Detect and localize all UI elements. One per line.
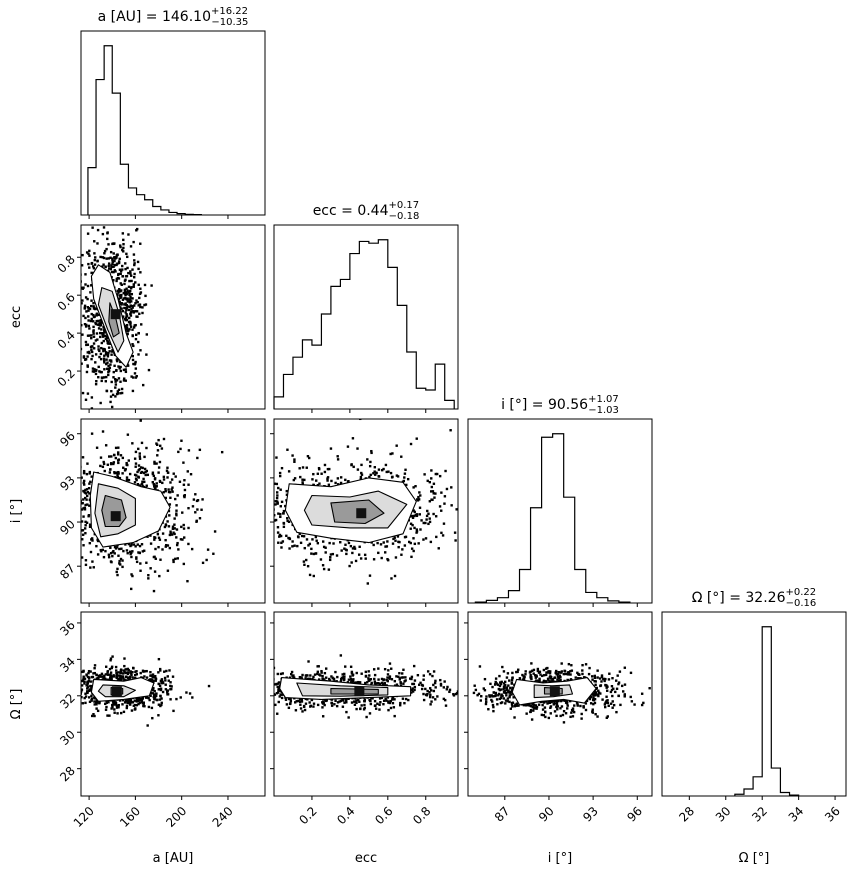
x-tick-label-omega: 30 (713, 804, 734, 825)
density-panel-i-omega (464, 611, 653, 800)
y-axis-label-ecc: ecc (9, 306, 24, 328)
x-tick-label-i: 87 (492, 804, 513, 825)
x-tick-label-a: 160 (117, 804, 143, 830)
y-tick-label-omega: 28 (57, 764, 78, 785)
panel-title-ecc: ecc = 0.44+0.17 −0.18 (313, 200, 420, 222)
y-tick-label-ecc: 0.2 (55, 366, 78, 389)
y-tick-label-i: 90 (57, 517, 78, 538)
axes-frame (273, 418, 459, 604)
panel-title-a: a [AU] = 146.10+16.22 −10.35 (98, 6, 249, 28)
x-tick-label-a: 240 (210, 804, 236, 830)
hist-panel-a: a [AU] = 146.10+16.22 −10.35 (80, 6, 266, 219)
x-tick-label-omega: 34 (786, 804, 807, 825)
density-panel-a-omega (77, 611, 266, 800)
axes-frame (467, 418, 653, 604)
density-panel-ecc-omega (270, 611, 459, 800)
axes-frame (80, 418, 266, 604)
hist-panel-omega: Ω [°] = 32.26+0.22 −0.16 (661, 587, 847, 800)
axes-frame (80, 611, 266, 797)
axes-frame (273, 611, 459, 797)
density-peak (110, 511, 121, 522)
hist-line-i (474, 433, 631, 603)
y-tick-label-omega: 32 (57, 691, 78, 712)
x-axis-label-i: i [°] (548, 851, 572, 866)
x-tick-label-i: 90 (536, 804, 557, 825)
x-tick-label-ecc: 0.6 (372, 804, 395, 827)
axes-frame (661, 611, 847, 797)
x-tick-label-omega: 32 (749, 804, 770, 825)
axes-frame (273, 224, 459, 410)
density-panel-ecc-i (270, 418, 459, 607)
x-axis-label-ecc: ecc (355, 851, 377, 866)
density-peak (111, 686, 122, 697)
y-tick-label-ecc: 0.8 (55, 252, 78, 275)
axes-frame (467, 611, 653, 797)
y-tick-label-omega: 30 (57, 727, 78, 748)
density-peak (549, 686, 560, 697)
x-tick-label-ecc: 0.2 (296, 804, 319, 827)
x-tick-label-ecc: 0.8 (410, 804, 433, 827)
density-peak (356, 508, 367, 519)
density-peak (354, 686, 365, 697)
y-tick-label-i: 87 (57, 561, 78, 582)
x-tick-label-omega: 28 (676, 804, 697, 825)
x-tick-label-a: 200 (163, 804, 189, 830)
panel-title-i: i [°] = 90.56+1.07 −1.03 (501, 394, 619, 416)
x-tick-label-omega: 36 (822, 804, 843, 825)
y-tick-label-i: 93 (57, 473, 78, 494)
axes-frame (80, 30, 266, 216)
y-tick-label-ecc: 0.4 (55, 328, 78, 351)
hist-panel-ecc: ecc = 0.44+0.17 −0.18 (273, 200, 459, 413)
hist-line-a (87, 45, 202, 216)
density-panel-a-ecc (77, 224, 266, 413)
axes-frame (80, 224, 266, 410)
x-tick-label-i: 96 (624, 804, 645, 825)
x-tick-label-ecc: 0.4 (334, 804, 357, 827)
hist-line-ecc (273, 239, 455, 409)
y-tick-label-omega: 36 (57, 618, 78, 639)
density-panel-a-i (77, 418, 266, 607)
x-axis-label-a: a [AU] (153, 851, 194, 866)
x-tick-label-a: 120 (71, 804, 97, 830)
hist-line-omega (734, 626, 800, 796)
x-axis-label-omega: Ω [°] (739, 851, 770, 866)
y-axis-label-i: i [°] (9, 499, 24, 523)
panel-title-omega: Ω [°] = 32.26+0.22 −0.16 (692, 587, 817, 609)
hist-panel-i: i [°] = 90.56+1.07 −1.03 (467, 394, 653, 607)
y-axis-label-omega: Ω [°] (9, 689, 24, 720)
y-tick-label-ecc: 0.6 (55, 290, 78, 313)
density-peak (110, 309, 121, 320)
y-tick-label-i: 96 (57, 429, 78, 450)
x-tick-label-i: 93 (580, 804, 601, 825)
y-tick-label-omega: 34 (57, 654, 78, 675)
